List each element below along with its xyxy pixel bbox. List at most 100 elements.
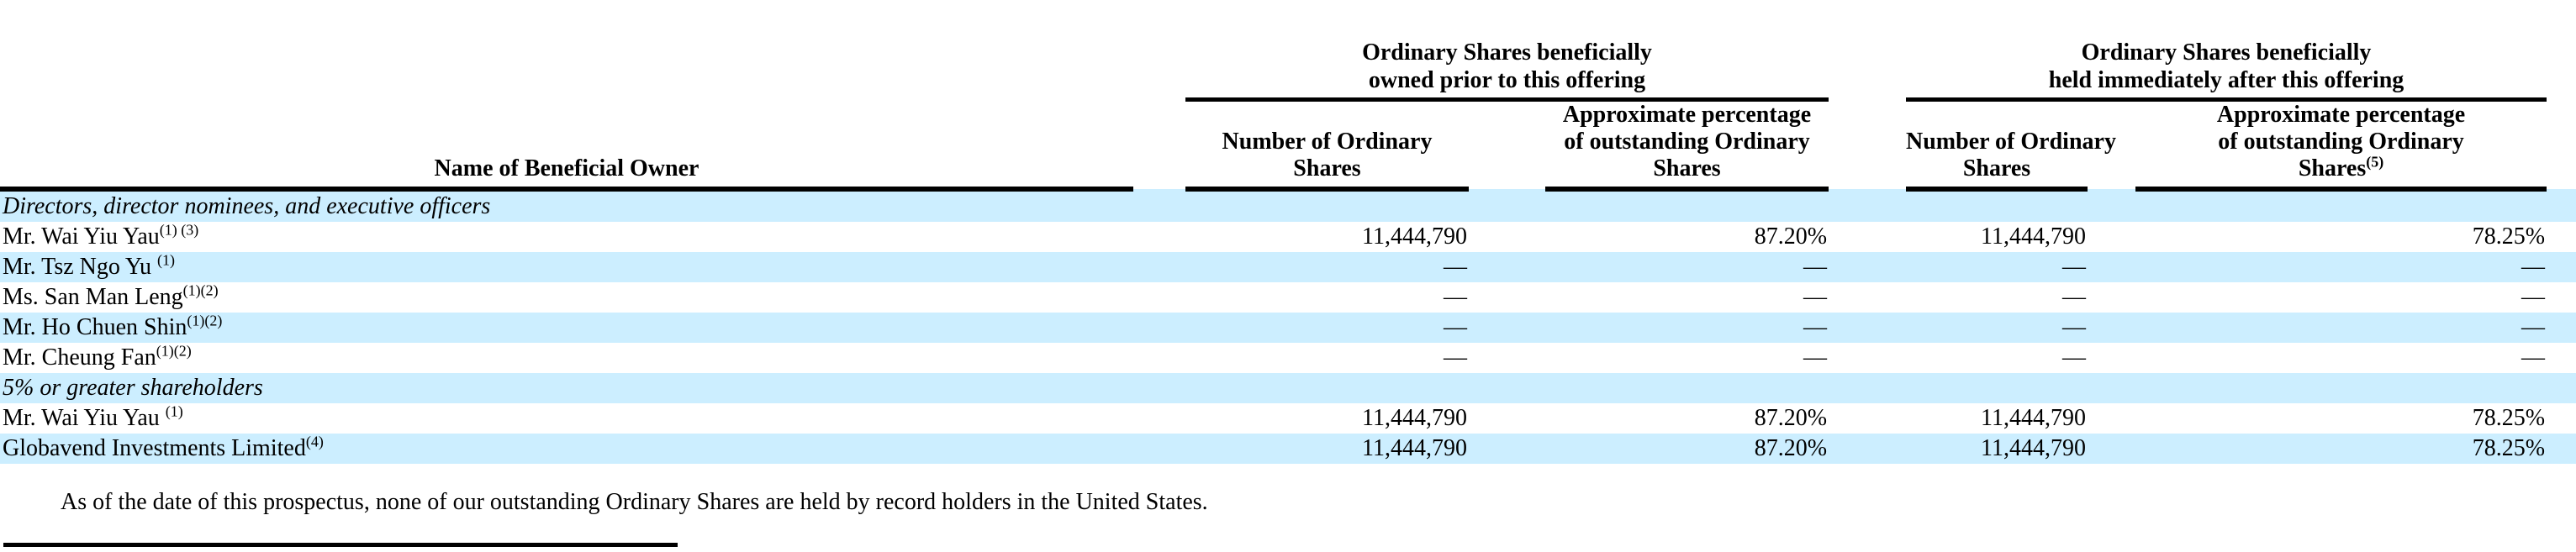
cell-number-prior [1185, 373, 1469, 403]
spacer-cell [2547, 313, 2576, 343]
spacer-cell [2547, 373, 2576, 403]
cell-number-prior: — [1444, 313, 1467, 340]
spacer-cell [1469, 189, 1545, 222]
column-header-line: Shares(5) [2135, 153, 2547, 182]
spacer-cell [1469, 373, 1545, 403]
footnote-ref: (1)(2) [156, 342, 192, 360]
cell-percentage-prior [1545, 189, 1829, 222]
owner-name: Mr. Tsz Ngo Yu [3, 253, 157, 280]
column-header-line: Shares [1293, 155, 1361, 181]
beneficial-ownership-table: Ordinary Shares beneficially owned prior… [0, 0, 2576, 464]
group-header-after-offering: Ordinary Shares beneficially held immedi… [1906, 0, 2547, 102]
section-title: 5% or greater shareholders [3, 374, 263, 401]
cell-percentage-after: — [2521, 313, 2546, 340]
column-header-number-after: Number of Ordinary Shares [1906, 99, 2116, 192]
spacer-cell [2088, 373, 2135, 403]
spacer-cell [2547, 403, 2576, 434]
row-tsz-ngo-yu: Mr. Tsz Ngo Yu (1) — — — — [0, 251, 2576, 282]
owner-name: Mr. Cheung Fan [3, 344, 156, 371]
spacer-cell [1469, 252, 1545, 282]
cell-number-after: — [2062, 253, 2087, 280]
cell-number-after: — [2062, 344, 2087, 371]
section-label: 5% or greater shareholders [0, 373, 1133, 403]
spacer-cell [2088, 434, 2135, 464]
record-holders-note: As of the date of this prospectus, none … [61, 488, 1208, 515]
footnote-separator-rule [3, 542, 678, 547]
owner-name-cell: Ms. San Man Leng(1)(2) [0, 282, 1133, 313]
cell-percentage-prior: — [1803, 344, 1828, 371]
group-header-line: Ordinary Shares beneficially [2081, 39, 2372, 66]
owner-name: Mr. Wai Yiu Yau [3, 404, 166, 431]
cell-percentage-after: 78.25% [2472, 223, 2546, 250]
spacer-cell [1469, 222, 1545, 252]
spacer-cell [1133, 434, 1185, 464]
cell-number-after: 11,444,790 [1981, 434, 2087, 461]
spacer-cell [2547, 343, 2576, 373]
owner-name-cell: Mr. Ho Chuen Shin(1)(2) [0, 313, 1133, 343]
column-header-row: Name of Beneficial Owner Number of Ordin… [0, 99, 2576, 192]
spacer-cell [2088, 282, 2135, 313]
cell-number-after [1906, 189, 2088, 222]
spacer-cell [1829, 0, 1906, 99]
section-label: Directors, director nominees, and execut… [0, 189, 1133, 222]
cell-number-prior: 11,444,790 [1362, 223, 1467, 250]
cell-percentage-after: 78.25% [2472, 404, 2546, 431]
owner-name: Ms. San Man Leng [3, 283, 183, 310]
cell-number-after: — [2062, 313, 2087, 340]
spacer-cell [1469, 343, 1545, 373]
owner-name-cell: Mr. Wai Yiu Yau(1) (3) [0, 222, 1133, 252]
spacer-cell [1133, 222, 1185, 252]
spacer-cell [2088, 189, 2135, 222]
section-title: Directors, director nominees, and execut… [3, 192, 491, 219]
cell-percentage-after: — [2521, 253, 2546, 280]
cell-number-prior: 11,444,790 [1362, 434, 1467, 461]
row-globavend-investments-limited: Globavend Investments Limited(4) 11,444,… [0, 433, 2576, 464]
cell-percentage-after: 78.25% [2472, 434, 2546, 461]
spacer-cell [1829, 313, 1906, 343]
spacer-cell [1133, 0, 1185, 99]
cell-percentage-prior [1545, 373, 1829, 403]
spacer-cell [2547, 252, 2576, 282]
owner-name-cell: Globavend Investments Limited(4) [0, 434, 1133, 464]
cell-percentage-prior: — [1803, 283, 1828, 310]
spacer-cell [2547, 189, 2576, 222]
footnote-ref: (5) [2366, 153, 2384, 171]
owner-name: Globavend Investments Limited [3, 434, 306, 461]
spacer-cell [2547, 222, 2576, 252]
cell-number-after: 11,444,790 [1981, 404, 2087, 431]
spacer-cell [0, 0, 1133, 99]
owner-name-cell: Mr. Cheung Fan(1)(2) [0, 343, 1133, 373]
cell-percentage-prior: — [1803, 313, 1828, 340]
spacer-cell [1133, 373, 1185, 403]
footnote-ref: (1)(2) [187, 312, 223, 329]
cell-percentage-after [2135, 373, 2547, 403]
spacer-cell [2547, 0, 2576, 99]
group-header-line: held immediately after this offering [2048, 66, 2404, 93]
spacer-cell [1469, 99, 1545, 189]
spacer-cell [1469, 403, 1545, 434]
owner-name-cell: Mr. Tsz Ngo Yu (1) [0, 252, 1133, 282]
spacer-cell [1133, 189, 1185, 222]
cell-percentage-prior: 87.20% [1754, 404, 1828, 431]
column-header-percentage-prior: Approximate percentage of outstanding Or… [1545, 99, 1829, 192]
spacer-cell [2088, 403, 2135, 434]
footnote-ref: (1) [165, 402, 183, 420]
cell-number-prior: — [1444, 344, 1467, 371]
column-header-line: Shares [1962, 155, 2031, 181]
spacer-cell [1133, 252, 1185, 282]
group-header-line: Ordinary Shares beneficially [1362, 39, 1652, 66]
column-header-line: Approximate percentage [1562, 101, 1812, 128]
column-header-line: Number of Ordinary [1906, 128, 2116, 155]
column-header-line: Shares [1653, 155, 1721, 181]
cell-percentage-after [2135, 189, 2547, 222]
cell-percentage-prior: — [1803, 253, 1828, 280]
spacer-cell [1469, 434, 1545, 464]
footnote-ref: (1)(2) [182, 281, 219, 299]
cell-number-prior: — [1444, 283, 1467, 310]
cell-number-after: — [2062, 283, 2087, 310]
column-header-line: Number of Ordinary [1222, 128, 1433, 155]
spacer-cell [1829, 222, 1906, 252]
owner-name: Mr. Wai Yiu Yau [3, 223, 160, 250]
spacer-cell [2088, 313, 2135, 343]
group-header-prior-offering: Ordinary Shares beneficially owned prior… [1185, 0, 1829, 102]
